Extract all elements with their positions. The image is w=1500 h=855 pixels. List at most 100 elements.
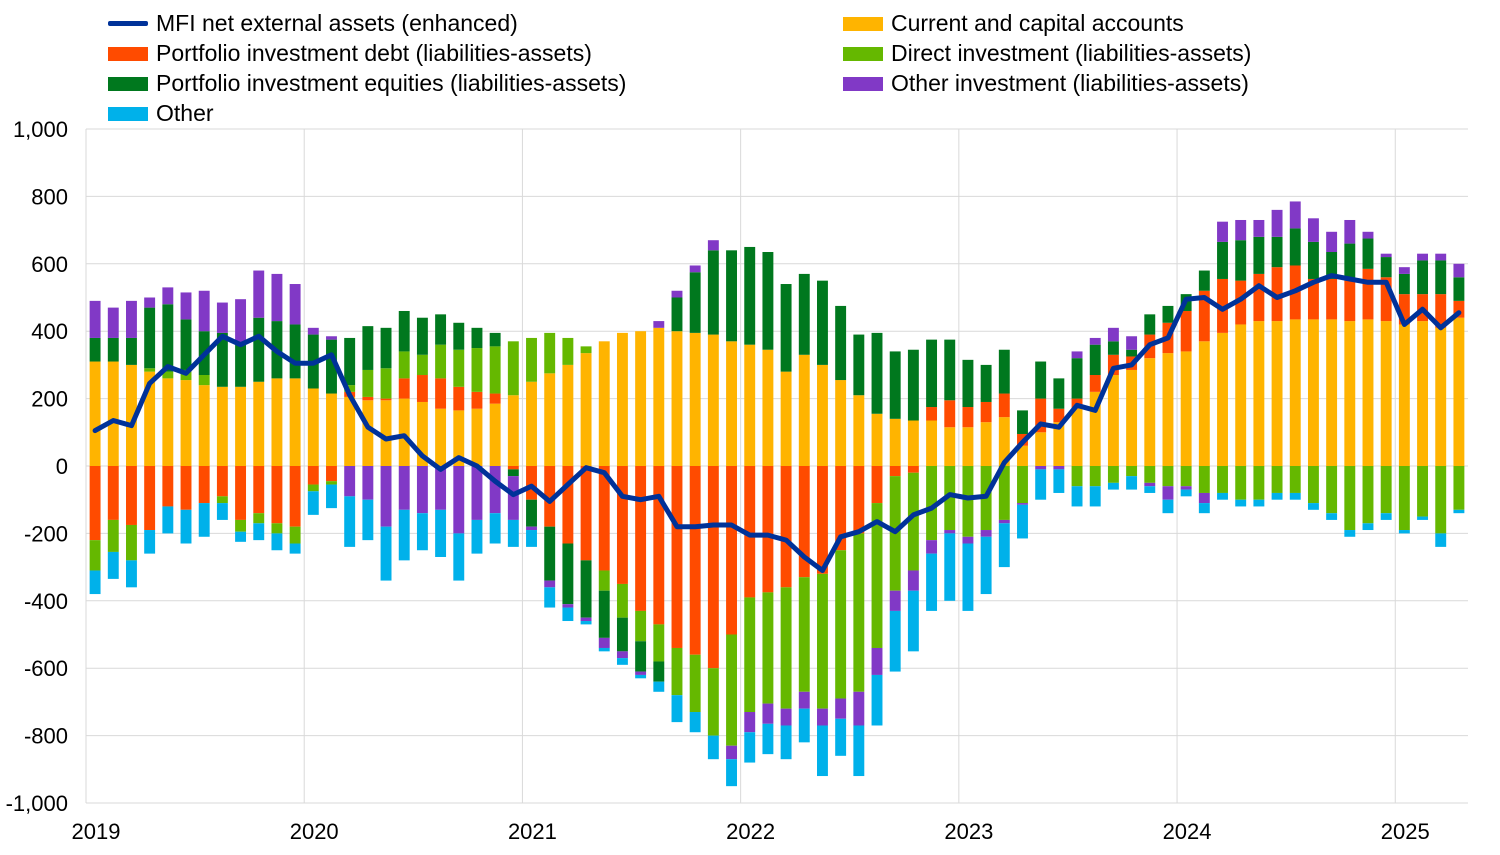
bar-oi [1053,466,1065,470]
bar-pid [544,466,556,527]
bar-cca [762,349,774,466]
bar-cca [1326,319,1338,466]
bar-di [1107,466,1119,483]
bar-pid [107,466,119,520]
bars-group [89,201,1465,787]
bar-oi [835,698,847,719]
bar-oth [1071,486,1083,507]
bar-pie [89,337,101,362]
legend-label-di: Direct investment (liabilities-assets) [891,40,1252,66]
bar-pid [216,466,228,497]
bar-oth [762,723,774,755]
bar-di [1417,466,1428,517]
bar-cca [198,385,210,466]
legend-item-cca: Current and capital accounts [843,10,1184,37]
bar-pie [889,351,901,419]
bar-oi [1071,351,1083,359]
bar-cca [580,353,592,466]
legend-label-mfi: MFI net external assets (enhanced) [156,10,518,36]
bar-oi [671,290,683,298]
bar-pid [817,466,828,574]
bar-pie [180,319,192,370]
bar-oi [962,536,974,544]
bar-oth [1289,492,1301,500]
bar-oth [853,725,865,777]
bar-pie [871,332,883,414]
axes-group: -1,000 -800 -600 -400 -200 0 200 400 600 800 1,000… [6,117,1430,844]
bar-oi [853,691,865,726]
bar-oi [1253,219,1265,237]
bar-cca [344,396,356,466]
bar-pie [616,617,628,652]
bar-oi [416,466,428,514]
bar-cca [1144,358,1156,466]
bar-pid [1235,280,1247,325]
bar-pid [1271,267,1283,322]
bar-oi [344,466,356,497]
bar-pie [653,661,665,682]
bar-pie [289,324,301,379]
y-tick-label: -200 [24,521,68,546]
bar-pid [1089,375,1101,392]
bar-di [1089,466,1101,487]
bar-pie [907,349,919,421]
bar-di [598,570,610,591]
x-tick-label: 2019 [72,819,121,844]
bar-pie [707,250,719,335]
bar-cca [289,378,301,466]
bar-di [289,526,301,544]
bar-cca [853,395,865,466]
bar-cca [1162,353,1174,466]
bar-pid [889,466,901,477]
legend-label-oth: Other [156,100,214,126]
series-line-mfi [92,273,1462,573]
bar-oth [253,523,265,541]
bar-oi [744,712,756,733]
legend-item-oth: Other [108,100,214,127]
bar-oth [635,674,647,679]
bar-oi [616,651,628,659]
bar-di [398,351,410,379]
bar-oth [344,496,356,547]
bar-di [1180,466,1192,487]
bar-di [726,634,737,746]
bar-pie [1453,277,1465,301]
bar-cca [144,371,156,466]
bar-oth [907,590,919,652]
bar-di [453,349,465,387]
bar-di [1198,466,1210,493]
bar-cca [780,371,792,466]
bar-cca [435,408,447,466]
bar-pie [817,280,828,365]
bar-oi [580,617,592,622]
bar-pie [1217,241,1228,279]
bar-pie [926,339,938,408]
bar-pie [344,337,356,386]
bar-di [1271,466,1283,493]
bar-di [653,624,665,662]
bar-pid [635,466,647,611]
bar-cca [1017,445,1028,466]
bar-oth [1453,509,1465,514]
bar-cca [871,413,883,466]
x-tick-label: 2023 [944,819,993,844]
bar-oth [562,607,574,622]
bar-di [1453,466,1465,510]
bar-oi [1144,482,1156,487]
legend-swatch-cca [843,16,883,31]
bar-oth [1180,489,1192,497]
legend-label-pid: Portfolio investment debt (liabilities-a… [156,40,592,66]
bar-di [926,466,938,541]
bar-pie [326,339,337,394]
bar-oth [780,725,792,760]
bar-di [1235,466,1247,500]
x-tick-label: 2020 [290,819,339,844]
legend-item-pie: Portfolio investment equities (liabiliti… [108,70,626,97]
bar-oi [562,604,574,608]
bar-pid [1380,277,1392,322]
bar-pie [980,364,992,402]
bar-cca [271,378,283,466]
bar-pie [1144,314,1156,335]
bar-oi [307,327,319,335]
